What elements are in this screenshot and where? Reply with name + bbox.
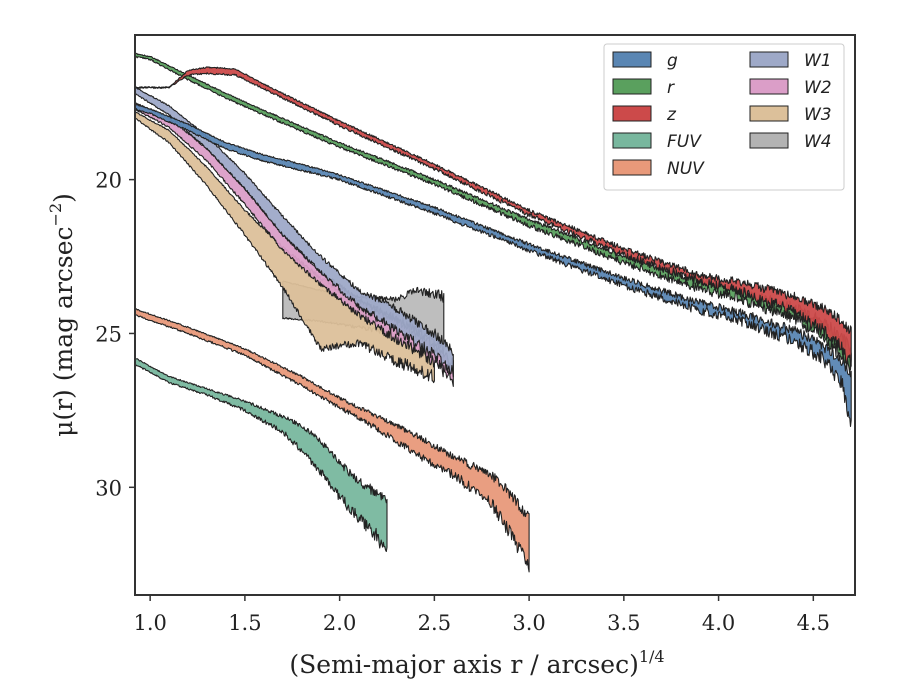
legend-swatch-FUV <box>612 132 652 149</box>
x-axis-label-text: (Semi-major axis r / arcsec) <box>289 650 638 679</box>
series-layer <box>135 52 852 573</box>
y-axis-label-suffix: ) <box>49 193 78 203</box>
legend-label-r: r <box>667 78 675 98</box>
x-tick-label: 4.5 <box>797 611 830 635</box>
x-tick-label: 3.5 <box>607 611 640 635</box>
x-tick-label: 3.0 <box>512 611 545 635</box>
y-axis-label-text: μ(r) (mag arcsec <box>49 226 78 436</box>
legend-label-z: z <box>666 105 677 125</box>
series-band-z <box>135 66 852 371</box>
y-axis-label: μ(r) (mag arcsec−2) <box>46 193 78 437</box>
legend-swatch-W2 <box>749 78 789 95</box>
ticks-layer: 1.0 1.5 2.0 2.5 3.0 3.5 4.0 4.5 20 25 30 <box>95 169 830 635</box>
legend-swatch-r <box>612 78 652 95</box>
legend-swatch-W1 <box>749 51 789 68</box>
series-band-NUV <box>135 307 530 573</box>
x-tick-label: 2.0 <box>323 611 356 635</box>
legend-label-W1: W1 <box>804 51 832 71</box>
series-band-g <box>135 103 852 428</box>
y-tick-label: 20 <box>95 169 122 193</box>
legend-label-W2: W2 <box>804 78 832 98</box>
legend-label-NUV: NUV <box>667 159 705 179</box>
legend-label-W4: W4 <box>804 132 832 152</box>
legend-swatch-W3 <box>749 105 789 122</box>
legend: grz FUV NUV W1 W2 W3 W4 <box>603 43 845 191</box>
x-axis-label-superscript: 1/4 <box>639 647 665 666</box>
x-tick-label: 4.0 <box>702 611 735 635</box>
legend-label-g: g <box>667 51 678 71</box>
x-axis-label: (Semi-major axis r / arcsec)1/4 <box>289 647 664 679</box>
x-tick-label: 2.5 <box>418 611 451 635</box>
x-tick-label: 1.0 <box>133 611 166 635</box>
legend-swatch-NUV <box>612 159 652 176</box>
series-band-W1 <box>135 86 454 378</box>
y-tick-label: 25 <box>95 322 122 346</box>
y-axis-label-superscript: −2 <box>46 203 65 227</box>
legend-swatch-W4 <box>749 132 789 149</box>
series-band-FUV <box>135 357 388 553</box>
legend-label-W3: W3 <box>804 105 832 125</box>
legend-swatch-g <box>612 51 652 68</box>
plot-frame <box>134 34 856 596</box>
legend-label-FUV: FUV <box>667 132 702 152</box>
y-tick-label: 30 <box>95 476 122 500</box>
legend-swatch-z <box>612 105 652 122</box>
x-tick-label: 1.5 <box>228 611 261 635</box>
